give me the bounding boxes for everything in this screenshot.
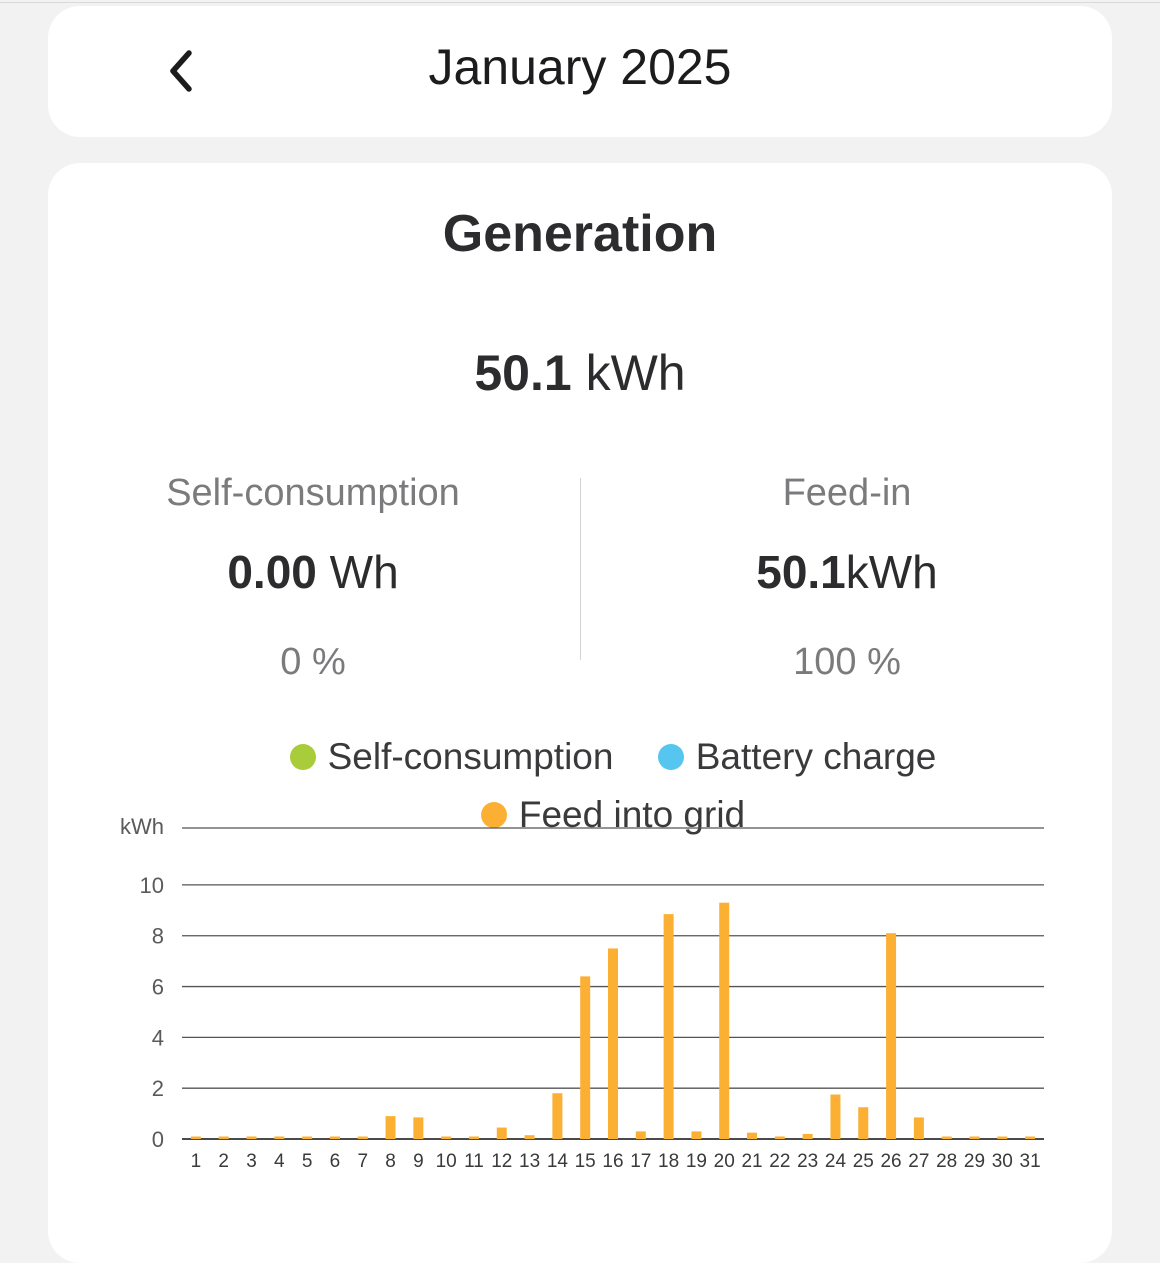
svg-text:17: 17 bbox=[630, 1151, 651, 1172]
svg-text:2: 2 bbox=[218, 1151, 229, 1172]
svg-text:15: 15 bbox=[575, 1151, 596, 1172]
svg-text:1: 1 bbox=[191, 1151, 202, 1172]
svg-text:4: 4 bbox=[274, 1151, 285, 1172]
svg-text:6: 6 bbox=[330, 1151, 341, 1172]
svg-text:8: 8 bbox=[385, 1151, 396, 1172]
svg-text:26: 26 bbox=[880, 1151, 901, 1172]
svg-text:23: 23 bbox=[797, 1151, 818, 1172]
svg-text:0: 0 bbox=[152, 1127, 164, 1152]
svg-text:29: 29 bbox=[964, 1151, 985, 1172]
svg-text:8: 8 bbox=[152, 924, 164, 949]
svg-text:11: 11 bbox=[464, 1151, 484, 1172]
svg-text:20: 20 bbox=[714, 1151, 735, 1172]
svg-text:10: 10 bbox=[436, 1151, 457, 1172]
svg-text:30: 30 bbox=[992, 1151, 1013, 1172]
svg-text:3: 3 bbox=[246, 1151, 257, 1172]
svg-text:19: 19 bbox=[686, 1151, 707, 1172]
svg-text:14: 14 bbox=[547, 1151, 569, 1172]
svg-text:7: 7 bbox=[357, 1151, 368, 1172]
svg-text:13: 13 bbox=[519, 1151, 540, 1172]
svg-text:9: 9 bbox=[413, 1151, 424, 1172]
svg-text:22: 22 bbox=[769, 1151, 790, 1172]
svg-text:18: 18 bbox=[658, 1151, 679, 1172]
svg-text:6: 6 bbox=[152, 975, 164, 1000]
svg-text:21: 21 bbox=[741, 1151, 762, 1172]
svg-text:16: 16 bbox=[602, 1151, 623, 1172]
svg-text:4: 4 bbox=[152, 1025, 164, 1050]
svg-text:10: 10 bbox=[140, 873, 164, 898]
svg-text:27: 27 bbox=[908, 1151, 929, 1172]
svg-text:12: 12 bbox=[491, 1151, 512, 1172]
svg-text:2: 2 bbox=[152, 1076, 164, 1101]
svg-text:31: 31 bbox=[1020, 1151, 1041, 1172]
svg-text:kWh: kWh bbox=[120, 816, 164, 839]
svg-text:24: 24 bbox=[825, 1151, 847, 1172]
svg-text:25: 25 bbox=[853, 1151, 874, 1172]
svg-text:28: 28 bbox=[936, 1151, 957, 1172]
svg-text:5: 5 bbox=[302, 1151, 313, 1172]
